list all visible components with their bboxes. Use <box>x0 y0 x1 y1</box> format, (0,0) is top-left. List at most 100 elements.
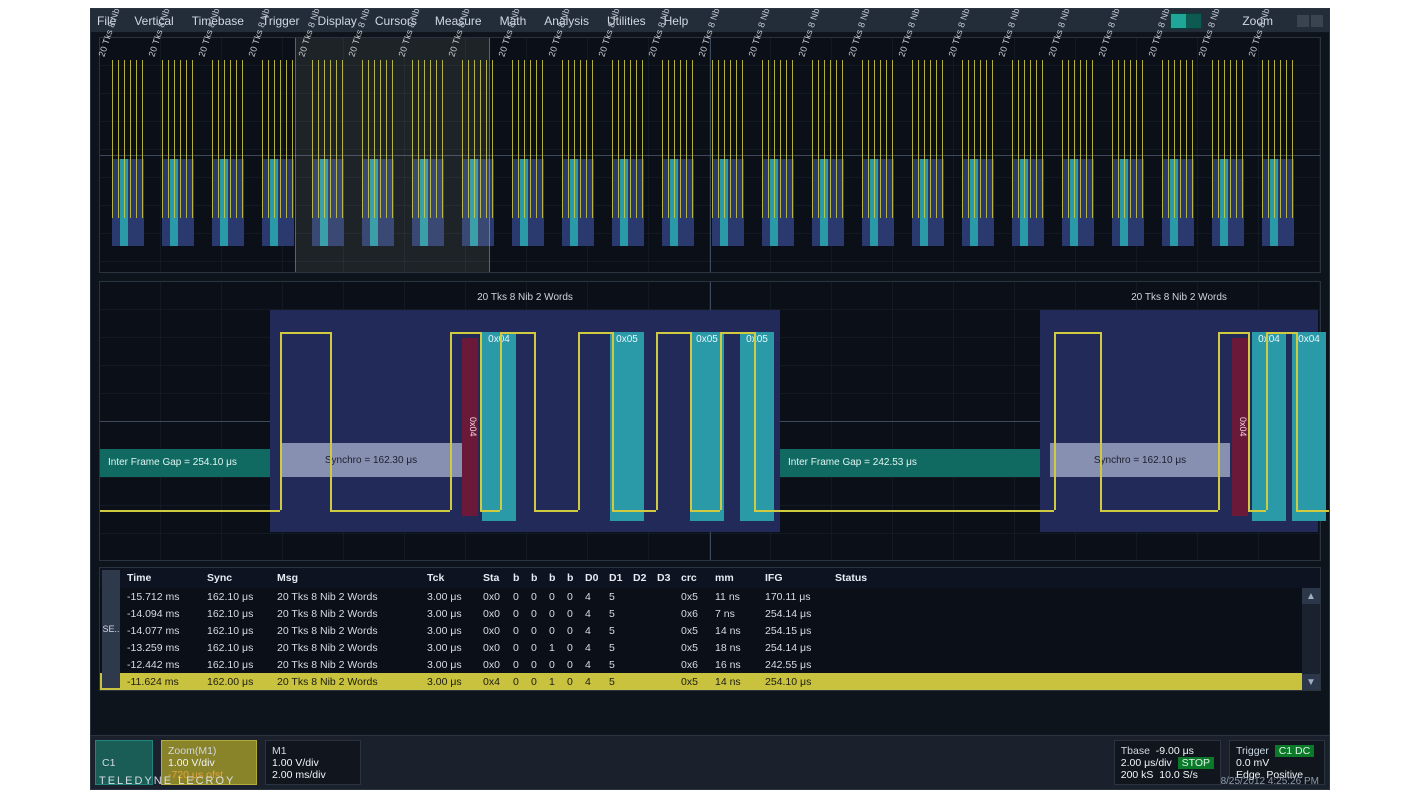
table-cell: 0 <box>528 591 546 603</box>
table-cell: 5 <box>606 625 630 637</box>
overview-burst: 20 Tks 8 Nb 2 Wds <box>510 56 546 254</box>
table-cell: 14 ns <box>712 625 762 637</box>
table-scrollbar[interactable]: ▲ ▼ <box>1302 588 1320 690</box>
table-col-header[interactable]: b <box>564 572 582 584</box>
table-cell: 20 Tks 8 Nib 2 Words <box>274 642 424 654</box>
table-col-header[interactable]: D1 <box>606 572 630 584</box>
table-cell: 20 Tks 8 Nib 2 Words <box>274 625 424 637</box>
msg-box-2: 0x04 <box>1232 338 1248 516</box>
table-col-header[interactable]: crc <box>678 572 712 584</box>
minimize-icon[interactable] <box>1297 15 1309 27</box>
table-cell: 162.10 μs <box>204 659 274 671</box>
table-cell: -14.077 ms <box>124 625 204 637</box>
overview-burst: 20 Tks 8 Nb 2 Wds <box>210 56 246 254</box>
burst-container: 20 Tks 8 Nb 2 Wds 20 Tks 8 Nb 2 Wds 20 Tks… <box>100 38 1320 272</box>
table-cell: 0x4 <box>480 676 510 688</box>
table-col-header[interactable]: Time <box>124 572 204 584</box>
scroll-down-icon[interactable]: ▼ <box>1302 674 1320 690</box>
overview-burst: 20 Tks 8 Nb 2 Wds <box>260 56 296 254</box>
table-cell: 0x5 <box>678 642 712 654</box>
zoom-grid[interactable]: Inter Frame Gap = 254.10 μs 20 Tks 8 Nib… <box>99 281 1321 561</box>
table-cell: -14.094 ms <box>124 608 204 620</box>
overview-burst: 20 Tks 8 Nb 2 Wds <box>1110 56 1146 254</box>
table-col-header[interactable]: b <box>528 572 546 584</box>
datetime-label: 8/25/2012 4:25:26 PM <box>1221 776 1319 787</box>
table-cell: 0 <box>546 659 564 671</box>
table-cell: 20 Tks 8 Nib 2 Words <box>274 676 424 688</box>
table-col-header[interactable]: Msg <box>274 572 424 584</box>
math-chip-m1[interactable]: M1 1.00 V/div 2.00 ms/div <box>265 740 361 785</box>
nibble-box: 0x04 <box>482 332 516 521</box>
waveform-icon <box>110 56 146 254</box>
table-cell: 7 ns <box>712 608 762 620</box>
sync-label-1: Synchro = 162.30 μs <box>280 443 462 477</box>
table-col-header[interactable]: mm <box>712 572 762 584</box>
table-cell: 4 <box>582 659 606 671</box>
table-cell: 162.10 μs <box>204 642 274 654</box>
nibble-box: 0x05 <box>740 332 774 521</box>
table-cell: 0x0 <box>480 591 510 603</box>
table-cell: 0 <box>528 608 546 620</box>
table-cell: 16 ns <box>712 659 762 671</box>
table-cell: 18 ns <box>712 642 762 654</box>
overview-burst: 20 Tks 8 Nb 2 Wds <box>960 56 996 254</box>
table-cell: 0x5 <box>678 591 712 603</box>
table-cell: 0 <box>564 591 582 603</box>
table-cell: 0x0 <box>480 608 510 620</box>
overview-burst: 20 Tks 8 Nb 2 Wds <box>1260 56 1296 254</box>
frame-header-2: 20 Tks 8 Nib 2 Words <box>1040 292 1318 308</box>
waveform-icon <box>1010 56 1046 254</box>
table-row[interactable]: 2-14.094 ms162.10 μs20 Tks 8 Nib 2 Words… <box>100 605 1320 622</box>
table-cell: 4 <box>582 676 606 688</box>
overview-burst: 20 Tks 8 Nb 2 Wds <box>910 56 946 254</box>
table-cell: 254.14 μs <box>762 642 832 654</box>
waveform-segment <box>100 510 280 512</box>
table-col-header[interactable]: D3 <box>654 572 678 584</box>
table-row[interactable]: 4-13.259 ms162.10 μs20 Tks 8 Nib 2 Words… <box>100 639 1320 656</box>
waveform-icon <box>210 56 246 254</box>
timebase-chip[interactable]: Tbase -9.00 μs 2.00 μs/div STOP 200 kS 1… <box>1114 740 1221 785</box>
waveform-icon <box>560 56 596 254</box>
scroll-up-icon[interactable]: ▲ <box>1302 588 1320 604</box>
table-col-header[interactable]: b <box>546 572 564 584</box>
overview-grid[interactable]: 20 Tks 8 Nb 2 Wds 20 Tks 8 Nb 2 Wds 20 Tks… <box>99 37 1321 273</box>
table-cell: 1 <box>546 642 564 654</box>
window-controls <box>1297 15 1323 27</box>
table-cell: 0 <box>510 608 528 620</box>
table-col-header[interactable]: D0 <box>582 572 606 584</box>
protocol-selector[interactable]: SE.. <box>102 570 120 688</box>
table-cell: 11 ns <box>712 591 762 603</box>
table-cell: 0 <box>510 625 528 637</box>
decode-table: SE.. TimeSyncMsgTckStabbbbD0D1D2D3crcmmI… <box>99 567 1321 691</box>
table-col-header[interactable]: Sync <box>204 572 274 584</box>
table-col-header[interactable]: Status <box>832 572 1286 584</box>
table-cell: 20 Tks 8 Nib 2 Words <box>274 659 424 671</box>
table-col-header[interactable]: IFG <box>762 572 832 584</box>
frame-header-1: 20 Tks 8 Nib 2 Words <box>270 292 780 308</box>
table-cell: 0 <box>564 625 582 637</box>
restore-icon[interactable] <box>1311 15 1323 27</box>
table-col-header[interactable]: Tck <box>424 572 480 584</box>
zoom-region-indicator[interactable] <box>295 38 490 272</box>
table-cell: 0 <box>528 625 546 637</box>
table-cell: 3.00 μs <box>424 625 480 637</box>
table-row[interactable]: 5-12.442 ms162.10 μs20 Tks 8 Nib 2 Words… <box>100 656 1320 673</box>
table-cell: 3.00 μs <box>424 608 480 620</box>
table-col-header[interactable]: D2 <box>630 572 654 584</box>
table-col-header[interactable]: b <box>510 572 528 584</box>
table-row[interactable]: 3-14.077 ms162.10 μs20 Tks 8 Nib 2 Words… <box>100 622 1320 639</box>
table-cell: 0 <box>528 659 546 671</box>
table-cell: 4 <box>582 591 606 603</box>
table-header: TimeSyncMsgTckStabbbbD0D1D2D3crcmmIFGSta… <box>100 568 1320 588</box>
display-mode-icon[interactable] <box>1170 13 1202 29</box>
table-cell: 3.00 μs <box>424 676 480 688</box>
table-row[interactable]: 6-11.624 ms162.00 μs20 Tks 8 Nib 2 Words… <box>100 673 1320 690</box>
overview-burst: 20 Tks 8 Nb 2 Wds <box>610 56 646 254</box>
table-col-header[interactable]: Sta <box>480 572 510 584</box>
menu-display[interactable]: Display <box>318 14 357 28</box>
table-cell: 170.11 μs <box>762 591 832 603</box>
table-row[interactable]: 1-15.712 ms162.10 μs20 Tks 8 Nib 2 Words… <box>100 588 1320 605</box>
waveform-icon <box>760 56 796 254</box>
statusbar: C1 Zoom(M1) 1.00 V/div -720 μs ofst M1 1… <box>91 735 1329 789</box>
overview-burst: 20 Tks 8 Nb 2 Wds <box>1060 56 1096 254</box>
